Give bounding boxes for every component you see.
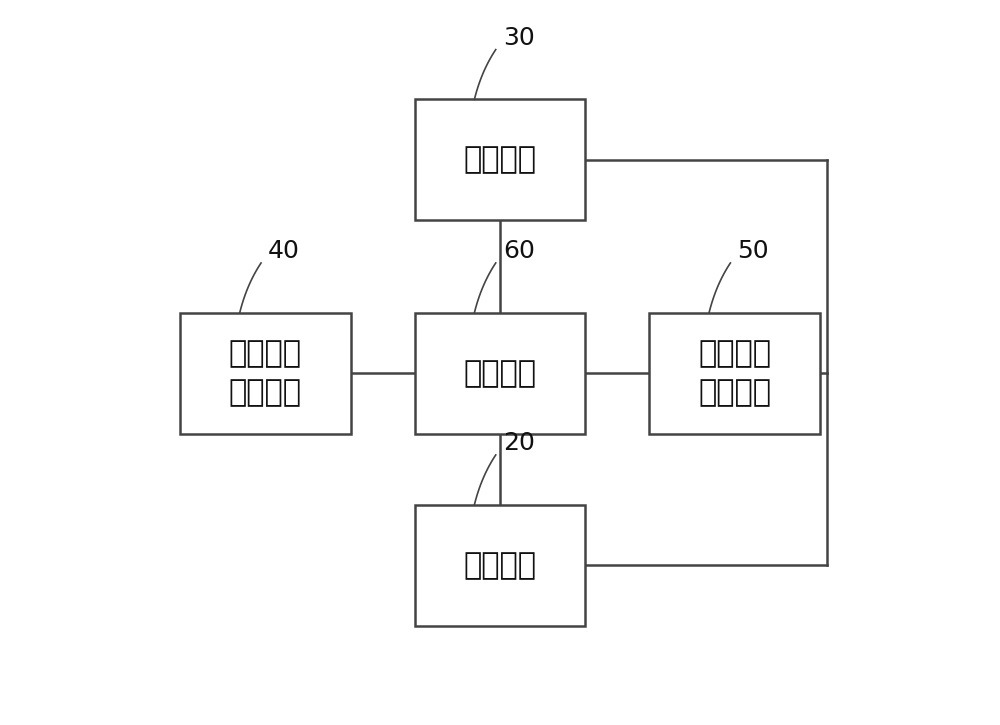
Text: 虚拟主轴
规划单元: 虚拟主轴 规划单元 (229, 339, 302, 407)
Text: 20: 20 (503, 431, 535, 455)
Text: 第一电机: 第一电机 (464, 551, 536, 580)
Bar (649, 312, 820, 434)
Bar (180, 312, 351, 434)
Text: 反馈参数
采集单元: 反馈参数 采集单元 (698, 339, 771, 407)
Bar (415, 99, 585, 220)
Text: 40: 40 (268, 239, 300, 263)
Text: 第二电机: 第二电机 (464, 145, 536, 174)
Bar (415, 312, 585, 434)
Text: 50: 50 (738, 239, 769, 263)
Bar (415, 505, 585, 626)
Text: 60: 60 (503, 239, 535, 263)
Text: 30: 30 (503, 25, 535, 49)
Text: 驱动单元: 驱动单元 (464, 359, 536, 388)
